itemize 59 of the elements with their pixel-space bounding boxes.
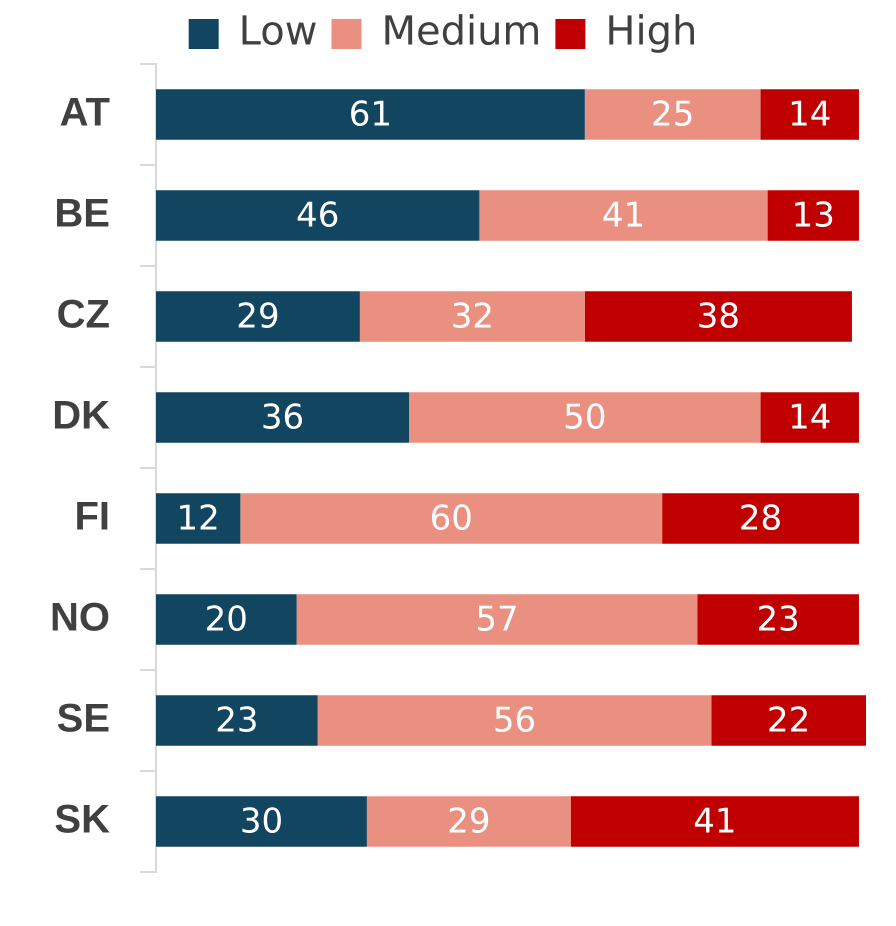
data-label: 30 — [240, 801, 284, 842]
data-label: 36 — [260, 397, 304, 438]
data-label: 46 — [296, 195, 340, 236]
bar — [760, 89, 859, 140]
data-label: 25 — [651, 94, 694, 134]
bar — [584, 291, 852, 342]
bar — [570, 796, 859, 847]
data-label: 14 — [788, 397, 832, 438]
bar — [240, 493, 662, 544]
data-label: 29 — [447, 801, 490, 842]
y-tick-label: BE — [54, 192, 110, 236]
data-label: 13 — [792, 195, 835, 236]
data-label: 60 — [430, 498, 473, 538]
bar — [296, 594, 698, 645]
data-label: 41 — [693, 801, 736, 842]
bar — [156, 493, 240, 544]
bar — [662, 493, 859, 544]
bar — [760, 392, 859, 443]
data-label: 28 — [738, 498, 782, 538]
data-label: 57 — [475, 599, 519, 640]
bar — [156, 796, 367, 847]
bar — [711, 695, 866, 746]
y-tick-label: CZ — [56, 292, 110, 337]
data-label: 61 — [348, 94, 392, 134]
data-label: 23 — [756, 599, 800, 640]
data-label: 22 — [767, 700, 810, 740]
y-tick-label: FI — [74, 494, 110, 539]
bar — [156, 89, 585, 140]
data-label: 14 — [788, 94, 832, 134]
bar — [318, 695, 712, 746]
y-tick-label: SK — [54, 798, 110, 842]
bar — [360, 291, 585, 342]
bar — [156, 392, 410, 443]
data-label: 20 — [204, 599, 248, 640]
bar — [156, 594, 297, 645]
bar — [768, 190, 859, 241]
legend-label: High — [605, 8, 698, 54]
data-label: 12 — [176, 498, 220, 538]
data-label: 38 — [696, 296, 740, 336]
data-label: 41 — [602, 195, 646, 236]
y-tick-label: SE — [56, 696, 110, 741]
bar — [156, 695, 318, 746]
data-label: 32 — [450, 296, 494, 336]
bar — [409, 392, 761, 443]
y-tick-label: AT — [60, 90, 110, 135]
bar — [697, 594, 859, 645]
bar — [366, 796, 571, 847]
bar — [584, 89, 761, 140]
data-label: 56 — [492, 700, 536, 740]
y-tick-label: NO — [50, 596, 110, 640]
y-tick-label: DK — [52, 394, 110, 438]
bar — [479, 190, 768, 241]
bar — [156, 291, 360, 342]
data-label: 23 — [215, 700, 258, 740]
legend-label: Medium — [381, 8, 542, 54]
data-label: 29 — [236, 296, 280, 336]
data-label: 50 — [563, 397, 606, 438]
legend-label: Low — [238, 8, 318, 54]
bar — [156, 190, 480, 241]
